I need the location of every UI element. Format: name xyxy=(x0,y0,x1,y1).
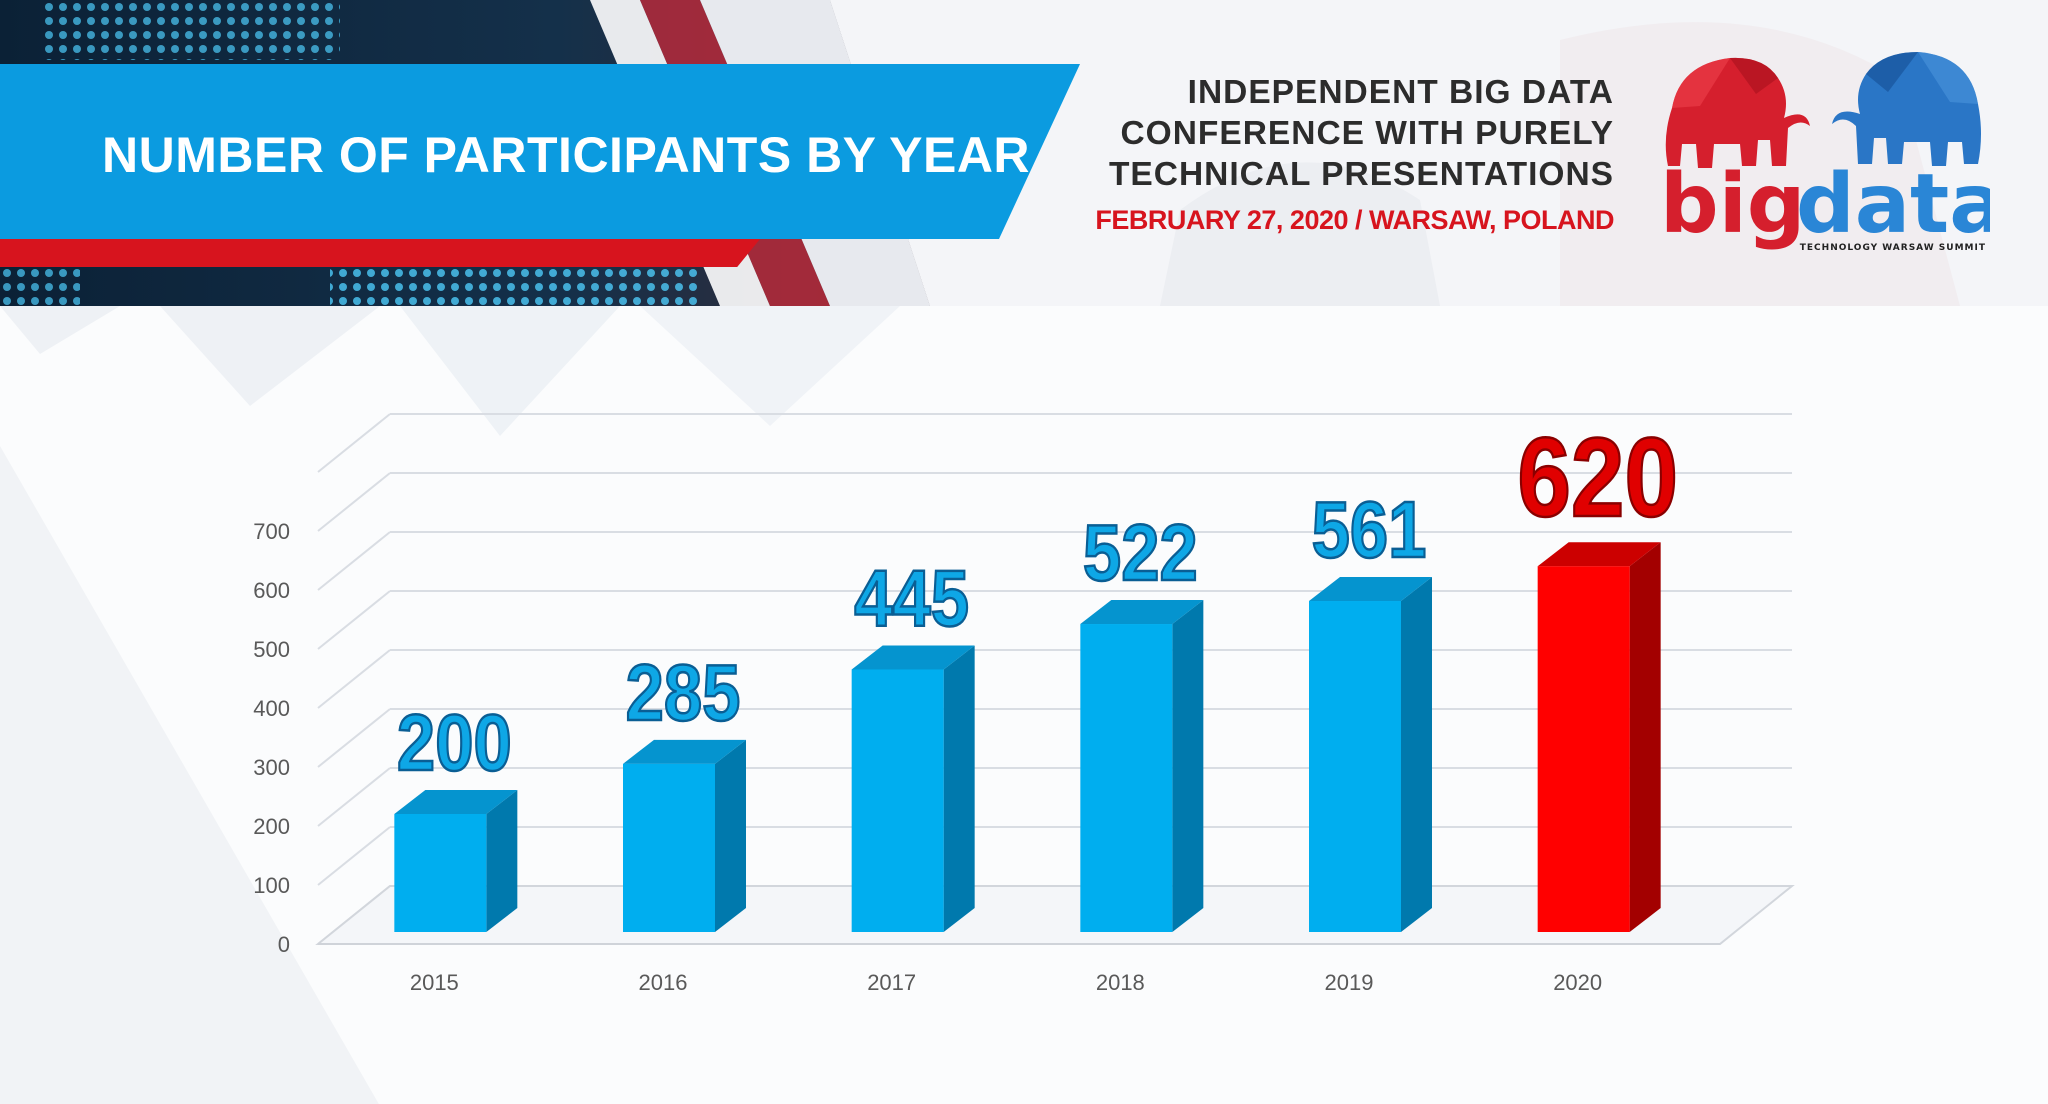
bar-2015 xyxy=(394,814,487,932)
gridline-side xyxy=(317,531,391,591)
conference-line-1: INDEPENDENT BIG DATA xyxy=(1187,74,1614,111)
bar-top xyxy=(623,739,746,764)
bar-top xyxy=(1309,577,1432,602)
y-tick-label: 100 xyxy=(253,873,290,898)
y-tick-label: 600 xyxy=(253,578,290,603)
conference-line-2: CONFERENCE WITH PURELY xyxy=(1120,115,1614,152)
gridline-side xyxy=(317,590,391,650)
data-label-2020: 620 xyxy=(1517,415,1678,540)
logo-word-data: data xyxy=(1796,157,1990,252)
y-tick-label: 400 xyxy=(253,696,290,721)
background-triangles xyxy=(0,306,900,1104)
conference-line-3: TECHNICAL PRESENTATIONS xyxy=(1108,156,1614,193)
x-tick-label: 2019 xyxy=(1325,970,1374,995)
y-tick-label: 700 xyxy=(253,519,290,544)
bar-top xyxy=(394,790,518,814)
red-elephant-icon xyxy=(1665,57,1810,169)
bigdata-logo: big data TECHNOLOGY WARSAW SUMMIT xyxy=(1660,52,1990,253)
logo-word-big: big xyxy=(1660,157,1806,252)
data-label-2018: 522 xyxy=(1083,507,1198,597)
title-accent-stripe xyxy=(0,239,760,267)
bar-2017 xyxy=(851,669,944,932)
bar-2019 xyxy=(1309,601,1401,932)
data-label-2017: 445 xyxy=(854,553,969,643)
gridline-side xyxy=(317,708,391,768)
x-tick-label: 2015 xyxy=(410,970,459,995)
data-label-2015: 200 xyxy=(397,697,512,787)
bar-side xyxy=(1629,542,1661,932)
page-title: NUMBER OF PARTICIPANTS BY YEAR xyxy=(102,127,1031,183)
gridline-side xyxy=(317,649,391,709)
bar-side xyxy=(715,739,746,932)
participants-bar-chart: 0 100 200 300 400 500 600 700 2015 200 2016 285 2017… xyxy=(0,306,1795,1104)
gridline-side xyxy=(317,767,391,827)
bar-2016 xyxy=(623,763,715,932)
gridline-side xyxy=(317,826,391,886)
x-tick-label: 2020 xyxy=(1553,970,1602,995)
x-tick-label: 2018 xyxy=(1096,970,1145,995)
data-label-2019: 561 xyxy=(1312,484,1427,574)
conference-date-location: FEBRUARY 27, 2020 / WARSAW, POLAND xyxy=(1095,205,1614,235)
logo-tagline: TECHNOLOGY WARSAW SUMMIT xyxy=(1800,243,1986,253)
chart-area: 0 100 200 300 400 500 600 700 2015 200 2016 285 2017… xyxy=(0,306,2048,1104)
y-tick-label: 0 xyxy=(278,932,290,957)
gridline-side xyxy=(317,472,391,532)
blue-elephant-icon xyxy=(1832,52,1981,166)
x-tick-label: 2017 xyxy=(867,970,916,995)
bar-top xyxy=(851,645,975,670)
bar-2020 xyxy=(1537,566,1630,932)
bar-side xyxy=(943,645,975,932)
y-tick-label: 300 xyxy=(253,755,290,780)
data-label-2016: 285 xyxy=(626,647,741,737)
bar-side xyxy=(486,790,518,932)
bar-top xyxy=(1537,542,1661,567)
y-tick-label: 500 xyxy=(253,637,290,662)
conference-tagline: INDEPENDENT BIG DATA CONFERENCE WITH PUR… xyxy=(1040,72,1614,236)
y-tick-label: 200 xyxy=(253,814,290,839)
bar-2018 xyxy=(1080,624,1173,932)
bar-side xyxy=(1172,600,1204,932)
title-band xyxy=(0,64,1080,239)
gridline-side xyxy=(317,413,391,473)
bar-top xyxy=(1080,600,1204,625)
x-tick-label: 2016 xyxy=(639,970,688,995)
bar-side xyxy=(1401,577,1432,932)
header-banner: NUMBER OF PARTICIPANTS BY YEAR INDEPENDE… xyxy=(0,0,2048,306)
